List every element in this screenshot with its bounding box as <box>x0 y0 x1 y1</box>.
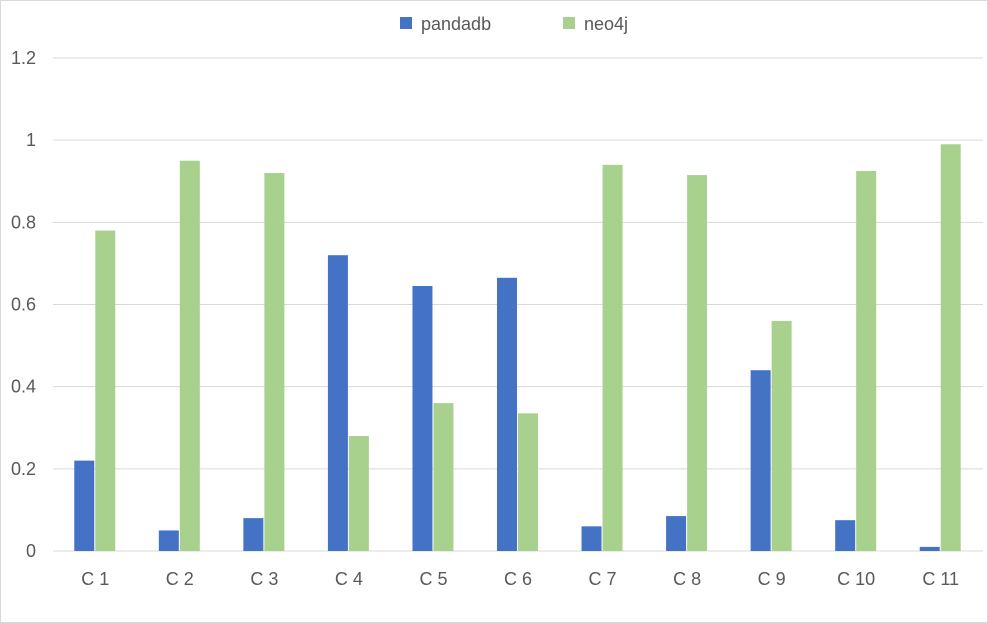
legend-label-pandadb: pandadb <box>421 14 491 34</box>
bar-pandadb-8 <box>666 516 687 551</box>
y-tick-label: 0 <box>26 541 36 561</box>
bar-pandadb-1 <box>74 460 95 551</box>
bar-neo4j-4 <box>348 435 369 551</box>
bar-pandadb-4 <box>327 255 348 551</box>
x-tick-label: C 11 <box>922 569 959 589</box>
bar-pandadb-10 <box>835 520 856 551</box>
bar-neo4j-5 <box>433 403 454 551</box>
y-tick-label: 1.2 <box>11 48 36 68</box>
x-tick-label: C 3 <box>250 569 278 589</box>
x-tick-label: C 1 <box>81 569 109 589</box>
bar-pandadb-6 <box>497 277 517 551</box>
y-axis-ticks: 0 0.2 0.4 0.6 0.8 1 1.2 <box>11 48 36 561</box>
bar-pandadb-7 <box>581 526 602 551</box>
x-tick-label: C 6 <box>504 569 532 589</box>
legend-label-neo4j: neo4j <box>584 14 628 34</box>
y-tick-label: 0.2 <box>11 459 36 479</box>
bar-neo4j-8 <box>687 175 708 551</box>
bar-neo4j-9 <box>771 320 792 551</box>
y-tick-label: 0.8 <box>11 212 36 232</box>
bar-neo4j-7 <box>602 164 623 552</box>
y-tick-label: 0.6 <box>11 295 36 315</box>
bar-pandadb-5 <box>412 286 433 551</box>
bar-neo4j-10 <box>856 170 877 551</box>
bar-neo4j-2 <box>179 160 200 552</box>
gridlines <box>53 57 983 552</box>
bar-neo4j-1 <box>95 230 116 552</box>
bar-pandadb-11 <box>919 546 940 551</box>
bar-pandadb-3 <box>243 518 264 551</box>
bar-neo4j-11 <box>940 144 961 551</box>
x-tick-label: C 10 <box>837 569 875 589</box>
legend-swatch-neo4j <box>563 17 575 29</box>
x-tick-label: C 7 <box>589 569 617 589</box>
bar-pandadb-9 <box>750 370 771 551</box>
bar-pandadb-2 <box>158 530 179 551</box>
x-axis-ticks: C 1 C 2 C 3 C 4 C 5 C 6 C 7 C 8 C 9 C 10 C 11 <box>81 569 959 589</box>
legend-swatch-pandadb <box>400 17 412 29</box>
y-tick-label: 1 <box>26 130 36 150</box>
x-tick-label: C 8 <box>673 569 701 589</box>
x-tick-label: C 9 <box>758 569 786 589</box>
legend: pandadb neo4j <box>400 14 628 34</box>
x-tick-label: C 4 <box>335 569 363 589</box>
bar-neo4j-6 <box>518 413 538 551</box>
bar-neo4j-3 <box>264 173 285 552</box>
y-tick-label: 0.4 <box>11 377 36 397</box>
x-tick-label: C 2 <box>166 569 194 589</box>
x-tick-label: C 5 <box>419 569 447 589</box>
bars <box>74 144 961 552</box>
